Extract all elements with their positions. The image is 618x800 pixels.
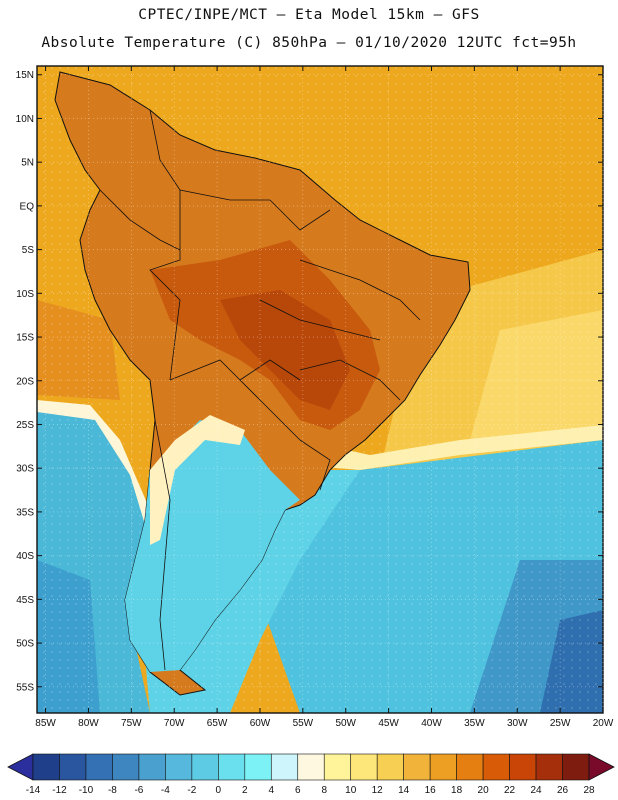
colorbar-label: 6 [295, 785, 301, 796]
lon-tick-label: 30W [507, 718, 528, 729]
colorbar-boxes [32, 753, 590, 781]
continent [54, 71, 471, 696]
colorbar-label: 20 [478, 785, 490, 796]
lat-tick-label: 20S [16, 376, 34, 387]
colorbar-box [165, 753, 193, 781]
border-paraguay-brazil [239, 359, 301, 381]
colorbar-over-arrow [588, 753, 615, 781]
colorbar-labels: -14 -12 -10 -8 -6 -4 -2 0 2 4 6 8 10 12 14 16 18 20 22 24 26… [26, 785, 595, 796]
border-ecuador-peru [99, 189, 181, 251]
lon-tick-label: 70W [164, 718, 185, 729]
colorbar-box [112, 753, 140, 781]
colorbar-label: 12 [372, 785, 384, 796]
colorbar-label: -12 [52, 785, 67, 796]
colorbar-box [350, 753, 378, 781]
map-title-line1: CPTEC/INPE/MCT – Eta Model 15km – GFS [138, 7, 480, 23]
field-andes-front [150, 415, 245, 545]
colorbar-box [456, 753, 484, 781]
colorbar-label: 4 [269, 785, 275, 796]
colorbar-label: -14 [26, 785, 41, 796]
lat-tick-label: 10S [16, 289, 34, 300]
colorbar-box [244, 753, 272, 781]
lat-tick-label: 50S [16, 639, 34, 650]
border-uruguay [299, 439, 331, 491]
colorbar-box [509, 753, 537, 781]
colorbar-box [138, 753, 166, 781]
colorbar-label: 22 [504, 785, 516, 796]
field-hottest-core [220, 290, 350, 410]
colorbar-label: 24 [530, 785, 542, 796]
colorbar-label: 18 [451, 785, 463, 796]
colorbar: -14 -12 -10 -8 -6 -4 -2 0 2 4 6 8 10 12 14 16 18 20 22 24 26… [7, 753, 615, 796]
lat-tick-label: 40S [16, 551, 34, 562]
border-chile-argentina [154, 419, 171, 671]
axis-ticks [37, 66, 604, 713]
colorbar-label: 26 [557, 785, 569, 796]
lat-tick-label: 25S [16, 420, 34, 431]
lon-tick-label: 45W [378, 718, 399, 729]
colorbar-box [323, 753, 352, 781]
lat-tick-label: 35S [16, 507, 34, 518]
colorbar-box [270, 753, 299, 781]
map-title-line2: Absolute Temperature (C) 850hPa – 01/10/… [41, 35, 577, 51]
colorbar-box [218, 753, 246, 781]
lon-tick-label: 40W [421, 718, 442, 729]
lat-tick-label: 30S [16, 464, 34, 475]
lat-tick-label: 15N [16, 70, 34, 81]
colorbar-label: -10 [79, 785, 94, 796]
colorbar-label: 16 [425, 785, 437, 796]
lon-tick-label: 50W [335, 718, 356, 729]
colorbar-box [85, 753, 113, 781]
lat-tick-label: 55S [16, 682, 34, 693]
colorbar-label: -2 [187, 785, 196, 796]
colorbar-label: 28 [583, 785, 595, 796]
border-brazil-states-south [299, 359, 401, 401]
colorbar-label: -6 [134, 785, 143, 796]
colorbar-box [482, 753, 510, 781]
colorbar-box [191, 753, 219, 781]
colorbar-label: -4 [161, 785, 170, 796]
border-guianas [269, 199, 331, 231]
colorbar-box [429, 753, 457, 781]
lon-tick-label: 60W [250, 718, 271, 729]
lat-tick-label: 5S [22, 245, 35, 256]
map-frame [36, 65, 604, 714]
colorbar-box [32, 753, 60, 781]
colorbar-label: 0 [216, 785, 222, 796]
border-brazil-states-north [299, 259, 421, 321]
colorbar-box [376, 753, 404, 781]
colorbar-box [535, 753, 563, 781]
lat-tick-label: EQ [20, 201, 35, 212]
colorbar-label: 14 [398, 785, 410, 796]
lon-tick-label: 35W [464, 718, 485, 729]
lon-tick-label: 85W [35, 718, 56, 729]
lon-tick-label: 80W [78, 718, 99, 729]
lon-tick-label: 25W [550, 718, 571, 729]
colorbar-box [297, 753, 325, 781]
colorbar-under-arrow [7, 753, 34, 781]
lat-tick-label: 5N [21, 158, 34, 169]
colorbar-label: 8 [321, 785, 327, 796]
colorbar-box [59, 753, 87, 781]
colorbar-label: -8 [108, 785, 117, 796]
longitude-labels: 85W 80W 75W 70W 65W 60W 55W 50W 45W 40W 35W 30W 25W 2… [35, 718, 614, 729]
colorbar-box [403, 753, 431, 781]
colorbar-label: 10 [345, 785, 357, 796]
lat-tick-label: 45S [16, 595, 34, 606]
lon-tick-label: 20W [593, 718, 614, 729]
lon-tick-label: 65W [207, 718, 228, 729]
lat-tick-label: 10N [16, 114, 34, 125]
latitude-labels: 15N 10N 5N EQ 5S 10S 15S 20S 25S 30S 35S 40S 45S 50S 5… [16, 70, 35, 693]
lon-tick-label: 75W [121, 718, 142, 729]
border-brazil-states-central [259, 299, 381, 341]
lat-tick-label: 15S [16, 333, 34, 344]
colorbar-label: 2 [242, 785, 248, 796]
colorbar-box [562, 753, 590, 781]
lon-tick-label: 55W [293, 718, 314, 729]
